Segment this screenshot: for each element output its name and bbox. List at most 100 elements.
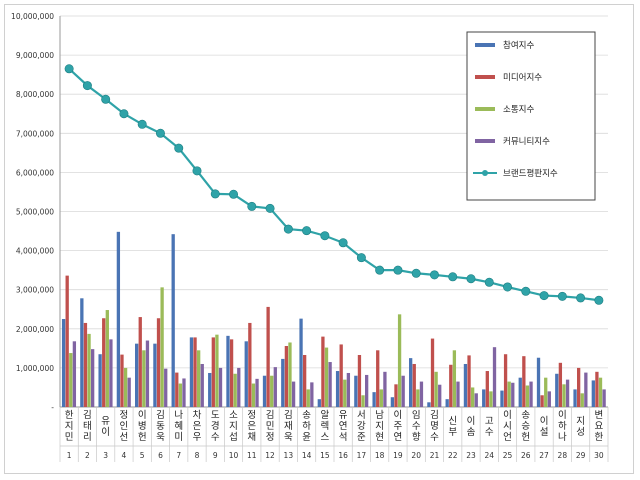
x-tick-label: 솜 bbox=[467, 427, 476, 438]
point-브랜드평판지수 bbox=[302, 226, 312, 236]
x-tick-label: 송 bbox=[521, 410, 530, 421]
rank-label: 11 bbox=[247, 451, 257, 460]
bar-미디어지수 bbox=[266, 306, 270, 407]
bar-참여지수 bbox=[591, 380, 595, 407]
bar-참여지수 bbox=[354, 375, 358, 407]
x-tick-label: 정 bbox=[266, 432, 275, 443]
x-tick-label: 인 bbox=[120, 421, 129, 432]
bar-커뮤니티지수 bbox=[401, 375, 405, 407]
legend-swatch bbox=[475, 107, 495, 111]
bar-미디어지수 bbox=[503, 354, 508, 407]
x-tick-label: 스 bbox=[320, 432, 329, 443]
x-tick-label: 하 bbox=[558, 420, 567, 432]
rank-label: 22 bbox=[448, 451, 458, 460]
bar-소통지수 bbox=[452, 350, 457, 407]
bar-미디어지수 bbox=[65, 275, 69, 407]
bar-참여지수 bbox=[262, 375, 267, 407]
legend-marker bbox=[482, 170, 488, 176]
bar-미디어지수 bbox=[394, 384, 398, 407]
bar-소통지수 bbox=[324, 347, 329, 407]
bar-참여지수 bbox=[500, 390, 504, 407]
bar-참여지수 bbox=[536, 357, 541, 407]
rank-label: 10 bbox=[229, 451, 239, 460]
bar-커뮤니티지수 bbox=[72, 341, 77, 407]
y-tick-label: 7,000,000 bbox=[16, 129, 54, 138]
x-tick-label: 고 bbox=[485, 416, 494, 427]
y-tick-label: 1,000,000 bbox=[16, 364, 54, 373]
legend-swatch bbox=[475, 139, 495, 143]
bar-커뮤니티지수 bbox=[584, 372, 588, 407]
legend-label: 소통지수 bbox=[503, 105, 534, 115]
bar-커뮤니티지수 bbox=[383, 371, 387, 407]
x-tick-label: 미 bbox=[174, 432, 183, 443]
bar-참여지수 bbox=[518, 377, 522, 407]
x-tick-label: 수 bbox=[412, 421, 421, 432]
x-tick-label: 리 bbox=[83, 432, 92, 443]
point-브랜드평판지수 bbox=[375, 265, 385, 275]
bar-미디어지수 bbox=[229, 339, 234, 407]
rank-label: 25 bbox=[503, 451, 513, 460]
bar-미디어지수 bbox=[577, 367, 581, 407]
x-tick-label: 요 bbox=[594, 421, 603, 432]
point-브랜드평판지수 bbox=[466, 274, 476, 284]
bar-미디어지수 bbox=[558, 362, 563, 407]
bar-소통지수 bbox=[434, 371, 438, 407]
rank-label: 9 bbox=[213, 451, 218, 460]
bar-참여지수 bbox=[244, 341, 248, 407]
bar-커뮤니티지수 bbox=[218, 367, 223, 407]
point-브랜드평판지수 bbox=[119, 109, 129, 119]
x-tick-label: 유 bbox=[339, 410, 348, 421]
bar-커뮤니티지수 bbox=[237, 367, 241, 407]
legend-label: 커뮤니티지수 bbox=[503, 136, 550, 147]
bar-커뮤니티지수 bbox=[346, 372, 351, 407]
bar-참여지수 bbox=[372, 392, 376, 407]
x-tick-label: 욱 bbox=[156, 432, 165, 443]
x-tick-label: 시 bbox=[503, 421, 512, 432]
rank-label: 5 bbox=[140, 451, 145, 460]
x-tick-label: 강 bbox=[357, 421, 366, 432]
y-tick-label: 9,000,000 bbox=[16, 51, 54, 60]
x-tick-label: 수 bbox=[430, 432, 439, 443]
x-tick-label: 이 bbox=[101, 427, 110, 438]
bar-미디어지수 bbox=[138, 317, 142, 407]
point-브랜드평판지수 bbox=[64, 64, 74, 74]
point-브랜드평판지수 bbox=[557, 291, 567, 301]
bar-소통지수 bbox=[270, 375, 274, 407]
point-브랜드평판지수 bbox=[338, 238, 348, 248]
bar-참여지수 bbox=[116, 231, 121, 407]
rank-label: 29 bbox=[576, 451, 586, 460]
bar-소통지수 bbox=[471, 387, 475, 407]
x-tick-label: 병 bbox=[138, 421, 147, 432]
y-tick-label: 2,000,000 bbox=[16, 325, 54, 334]
point-브랜드평판지수 bbox=[229, 189, 239, 199]
legend-swatch bbox=[475, 43, 495, 47]
rank-label: 26 bbox=[521, 451, 531, 460]
x-tick-label: 나 bbox=[174, 410, 183, 421]
bar-커뮤니티지수 bbox=[438, 384, 442, 407]
x-tick-label: 김 bbox=[83, 409, 92, 421]
x-tick-label: 연 bbox=[339, 421, 348, 432]
bar-참여지수 bbox=[573, 389, 577, 407]
bar-커뮤니티지수 bbox=[291, 381, 296, 407]
rank-label: 14 bbox=[302, 451, 312, 460]
bar-미디어지수 bbox=[357, 354, 362, 407]
x-tick-label: 신 bbox=[448, 416, 457, 427]
bar-커뮤니티지수 bbox=[365, 374, 369, 407]
x-tick-label: 소 bbox=[229, 410, 238, 421]
x-tick-label: 한 bbox=[65, 410, 74, 421]
x-tick-label: 채 bbox=[247, 432, 256, 443]
rank-label: 27 bbox=[539, 451, 549, 460]
bar-소통지수 bbox=[69, 353, 73, 407]
bar-소통지수 bbox=[123, 367, 128, 407]
x-tick-label: 렉 bbox=[320, 421, 329, 432]
x-tick-label: 동 bbox=[156, 421, 165, 432]
bar-소통지수 bbox=[416, 389, 420, 407]
bar-참여지수 bbox=[153, 343, 157, 407]
x-tick-label: 임 bbox=[412, 409, 421, 421]
rank-label: 7 bbox=[176, 451, 181, 460]
point-브랜드평판지수 bbox=[429, 270, 439, 280]
bar-참여지수 bbox=[61, 319, 66, 407]
bar-미디어지수 bbox=[102, 318, 106, 407]
point-브랜드평판지수 bbox=[320, 231, 330, 241]
bar-커뮤니티지수 bbox=[310, 382, 314, 407]
